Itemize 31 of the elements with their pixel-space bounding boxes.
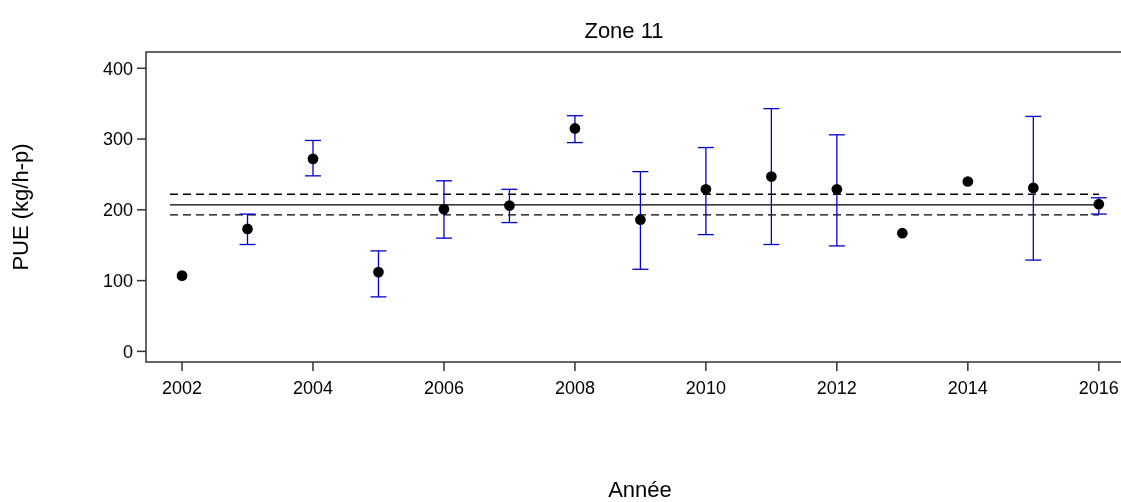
- x-tick-label: 2016: [1078, 378, 1119, 398]
- x-tick-label: 2012: [816, 378, 857, 398]
- y-tick-label: 200: [102, 200, 133, 221]
- x-tick-label: 2004: [292, 378, 334, 398]
- point: [1027, 182, 1039, 194]
- point: [897, 227, 908, 239]
- x-axis-title: Année: [608, 477, 672, 502]
- y-tick-label: 0: [122, 341, 133, 362]
- x-tick-label: 2002: [161, 378, 203, 398]
- point: [438, 203, 450, 215]
- point: [307, 153, 319, 165]
- y-tick-label: 100: [102, 270, 133, 291]
- point: [373, 266, 384, 278]
- y-axis-title: PUE (kg/h-p): [8, 143, 33, 271]
- point: [635, 214, 646, 226]
- chart-title: Zone 11: [584, 18, 664, 43]
- point: [831, 183, 843, 195]
- point: [766, 171, 777, 182]
- point: [962, 176, 974, 187]
- point: [569, 123, 581, 134]
- x-tick-label: 2006: [423, 378, 464, 398]
- point: [700, 183, 712, 195]
- point: [176, 270, 188, 281]
- x-tick-label: 2010: [685, 378, 726, 398]
- x-tick-label: 2014: [947, 378, 988, 398]
- y-tick-label: 300: [102, 129, 133, 150]
- x-tick-label: 2008: [554, 378, 595, 398]
- point: [242, 223, 253, 235]
- y-tick-label: 400: [102, 58, 133, 79]
- point: [504, 200, 515, 211]
- point: [1093, 198, 1105, 210]
